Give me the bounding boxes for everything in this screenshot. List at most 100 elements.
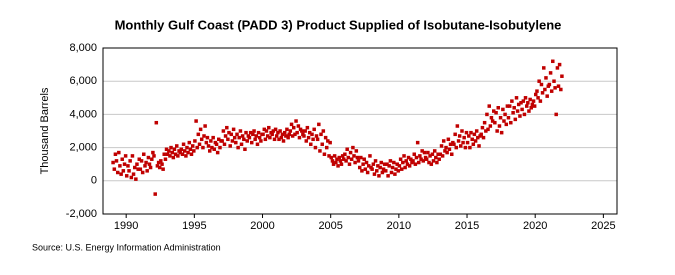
data-point bbox=[332, 154, 337, 158]
data-point bbox=[307, 130, 312, 135]
data-point bbox=[214, 142, 219, 147]
data-point bbox=[304, 139, 309, 143]
data-point bbox=[204, 140, 209, 145]
data-point bbox=[208, 149, 212, 153]
data-point bbox=[319, 132, 323, 137]
data-point bbox=[437, 157, 441, 161]
data-point bbox=[422, 150, 427, 155]
data-point bbox=[144, 160, 148, 165]
data-point bbox=[384, 169, 388, 173]
data-point bbox=[382, 162, 387, 166]
data-point bbox=[282, 130, 287, 135]
x-tick-label: 2020 bbox=[523, 220, 547, 232]
y-tick-label: 6,000 bbox=[69, 75, 97, 87]
data-point bbox=[238, 129, 243, 133]
data-point bbox=[285, 127, 289, 132]
data-point bbox=[180, 152, 185, 156]
data-point bbox=[137, 157, 142, 161]
data-point bbox=[225, 125, 229, 130]
data-point bbox=[349, 157, 354, 161]
data-point bbox=[211, 135, 215, 140]
data-point bbox=[277, 137, 281, 142]
data-point bbox=[259, 139, 263, 143]
data-point bbox=[531, 99, 536, 103]
x-tick-label: 2015 bbox=[455, 220, 479, 232]
data-point bbox=[120, 157, 124, 161]
data-point bbox=[147, 162, 152, 166]
data-point bbox=[287, 132, 291, 137]
data-point bbox=[511, 110, 515, 115]
data-point bbox=[318, 149, 322, 153]
data-point bbox=[252, 129, 256, 133]
data-point bbox=[402, 154, 406, 158]
data-point bbox=[210, 145, 214, 150]
data-point bbox=[537, 79, 541, 83]
data-point bbox=[545, 94, 549, 98]
data-point bbox=[218, 145, 222, 150]
data-point bbox=[227, 130, 231, 135]
data-point bbox=[491, 109, 496, 113]
data-point bbox=[245, 139, 249, 143]
data-point bbox=[253, 137, 257, 142]
data-point bbox=[254, 134, 258, 138]
data-point bbox=[361, 162, 365, 166]
data-point bbox=[499, 130, 504, 135]
data-point bbox=[398, 157, 403, 161]
data-point bbox=[128, 159, 132, 163]
data-point bbox=[159, 159, 163, 163]
data-point bbox=[411, 159, 415, 163]
data-point bbox=[280, 132, 285, 137]
grid bbox=[103, 47, 617, 215]
data-point bbox=[445, 150, 449, 155]
data-point bbox=[460, 129, 464, 133]
data-point bbox=[429, 162, 434, 166]
data-point bbox=[519, 101, 523, 105]
data-point bbox=[148, 165, 153, 170]
data-point bbox=[390, 165, 395, 170]
data-point bbox=[353, 160, 357, 165]
data-point bbox=[184, 154, 188, 158]
data-point bbox=[188, 147, 193, 152]
data-point bbox=[446, 137, 451, 142]
data-point bbox=[281, 139, 286, 143]
data-point bbox=[436, 152, 440, 156]
data-point bbox=[465, 140, 470, 145]
data-point bbox=[461, 140, 465, 145]
data-point bbox=[560, 74, 564, 78]
data-point bbox=[399, 167, 404, 171]
data-point bbox=[168, 154, 172, 158]
data-point bbox=[344, 159, 348, 163]
data-point bbox=[532, 104, 537, 108]
data-point bbox=[194, 119, 198, 123]
data-point bbox=[176, 154, 180, 158]
data-point bbox=[217, 137, 221, 142]
data-point bbox=[373, 159, 378, 163]
y-tick-label: 8,000 bbox=[69, 42, 97, 54]
data-point bbox=[509, 120, 513, 125]
data-point bbox=[165, 152, 170, 156]
data-point bbox=[505, 104, 510, 108]
data-point bbox=[489, 115, 494, 120]
data-point bbox=[232, 135, 237, 140]
data-point bbox=[193, 139, 197, 143]
data-point bbox=[170, 150, 175, 155]
data-point bbox=[290, 134, 295, 138]
data-point bbox=[535, 89, 539, 93]
data-point bbox=[379, 160, 384, 165]
data-point bbox=[366, 164, 371, 168]
data-point bbox=[533, 92, 538, 97]
data-point bbox=[522, 112, 527, 117]
data-point bbox=[474, 129, 479, 133]
data-point bbox=[395, 162, 399, 166]
data-point bbox=[346, 155, 351, 160]
data-point bbox=[181, 142, 186, 147]
data-point bbox=[338, 159, 343, 163]
data-point bbox=[117, 150, 121, 155]
data-point bbox=[498, 115, 503, 120]
data-point bbox=[477, 144, 481, 148]
data-point bbox=[198, 127, 203, 132]
data-point bbox=[376, 164, 380, 168]
data-point bbox=[420, 149, 424, 153]
data-point bbox=[195, 145, 199, 150]
data-point bbox=[249, 140, 254, 145]
